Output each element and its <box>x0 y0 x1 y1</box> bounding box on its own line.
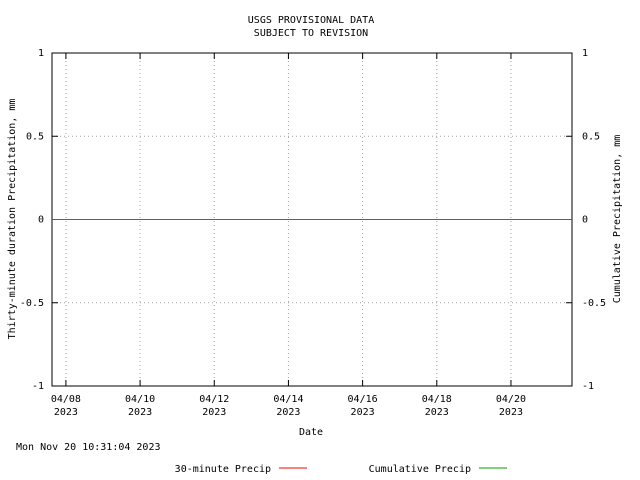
y2-tick-label: -0.5 <box>582 298 606 309</box>
y2-tick-label: 0.5 <box>582 131 600 142</box>
y2-tick-label: 1 <box>582 48 588 59</box>
legend-label: Cumulative Precip <box>369 464 471 475</box>
x-tick-label: 04/16 2023 <box>347 394 378 418</box>
y-tick-label: -0.5 <box>20 298 44 309</box>
y-tick-label: 1 <box>38 48 44 59</box>
x-tick-label: 04/08 2023 <box>50 394 81 418</box>
legend-label: 30-minute Precip <box>175 464 271 475</box>
y-tick-label: 0 <box>38 215 44 226</box>
x-axis-label: Date <box>299 427 323 438</box>
x-tick-label: 04/10 2023 <box>125 394 156 418</box>
x-tick-label: 04/18 2023 <box>421 394 452 418</box>
x-tick-label: 04/14 2023 <box>273 394 304 418</box>
y-tick-label: -1 <box>32 381 44 392</box>
timestamp: Mon Nov 20 10:31:04 2023 <box>16 442 161 453</box>
x-tick-label: 04/20 2023 <box>495 394 526 418</box>
y2-tick-label: 0 <box>582 215 588 226</box>
chart-title: USGS PROVISIONAL DATA <box>248 15 374 26</box>
x-tick-label: 04/12 2023 <box>199 394 230 418</box>
y2-axis-label: Cumulative Precipitation, mm <box>612 135 623 304</box>
y-axis-label: Thirty-minute duration Precipitation, mm <box>7 99 18 340</box>
y-tick-label: 0.5 <box>26 131 44 142</box>
chart-subtitle: SUBJECT TO REVISION <box>254 28 368 39</box>
y2-tick-label: -1 <box>582 381 594 392</box>
